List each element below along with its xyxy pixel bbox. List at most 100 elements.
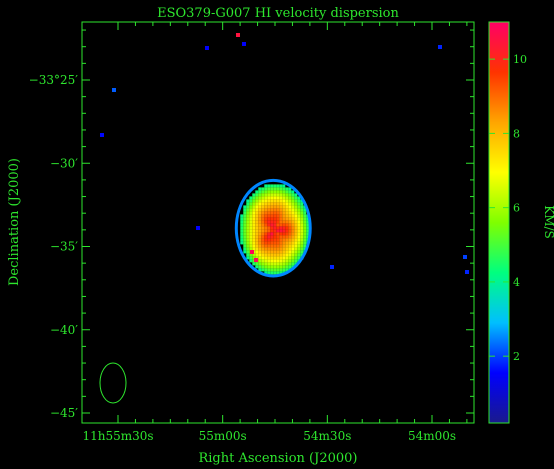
map-pixel — [282, 202, 286, 206]
map-pixel — [291, 262, 295, 266]
map-pixel — [291, 220, 295, 224]
map-pixel — [276, 220, 280, 224]
map-pixel — [294, 259, 298, 263]
map-pixel — [258, 262, 262, 266]
map-pixel — [288, 187, 292, 191]
map-pixel — [258, 214, 262, 218]
map-pixel — [255, 262, 259, 266]
noise-pixel — [112, 88, 116, 92]
map-pixel — [282, 256, 286, 260]
map-pixel — [303, 235, 307, 239]
map-pixel — [276, 250, 280, 254]
map-pixel — [264, 184, 268, 188]
map-pixel — [285, 196, 289, 200]
map-pixel — [255, 241, 259, 245]
colorbar-tick-label: 6 — [513, 202, 520, 215]
map-pixel — [282, 247, 286, 251]
map-pixel — [264, 235, 268, 239]
map-pixel — [294, 217, 298, 221]
map-pixel — [294, 214, 298, 218]
y-axis: −33°25′ −30′ −35′ −40′ −45′ — [29, 29, 474, 420]
map-pixel — [240, 220, 244, 224]
map-pixel — [297, 232, 301, 236]
map-pixel — [255, 211, 259, 215]
map-pixel — [264, 223, 268, 227]
map-pixel — [258, 238, 262, 242]
map-pixel — [282, 259, 286, 263]
map-pixel — [270, 202, 274, 206]
map-pixel — [288, 208, 292, 212]
map-pixel — [303, 226, 307, 230]
map-pixel — [282, 193, 286, 197]
map-pixel — [261, 190, 265, 194]
map-pixel — [261, 226, 265, 230]
map-pixel — [270, 199, 274, 203]
map-pixel — [270, 247, 274, 251]
map-pixel — [282, 223, 286, 227]
map-pixel — [294, 202, 298, 206]
y-tick-label: −35′ — [50, 240, 78, 254]
map-pixel — [276, 259, 280, 263]
map-pixel — [300, 205, 304, 209]
map-pixel — [279, 214, 283, 218]
map-pixel — [255, 220, 259, 224]
map-pixel — [279, 232, 283, 236]
map-pixel — [276, 247, 280, 251]
map-pixel — [267, 232, 271, 236]
map-pixel — [291, 214, 295, 218]
map-pixel — [267, 184, 271, 188]
map-pixel — [270, 265, 274, 269]
map-pixel — [300, 238, 304, 242]
map-pixel — [285, 265, 289, 269]
map-pixel — [273, 214, 277, 218]
map-pixel — [276, 256, 280, 260]
map-pixel — [273, 205, 277, 209]
map-pixel — [249, 259, 253, 263]
map-pixel — [306, 220, 310, 224]
map-pixel — [291, 193, 295, 197]
map-pixel — [267, 271, 271, 275]
map-pixel — [252, 232, 256, 236]
map-pixel — [294, 247, 298, 251]
map-pixel — [258, 193, 262, 197]
map-pixel — [288, 214, 292, 218]
map-pixel — [306, 229, 310, 233]
map-pixel — [246, 205, 250, 209]
map-pixel — [270, 250, 274, 254]
map-pixel — [261, 238, 265, 242]
map-pixel — [282, 241, 286, 245]
map-pixel — [246, 229, 250, 233]
map-pixel — [240, 217, 244, 221]
map-pixel — [279, 229, 283, 233]
y-tick-label: −33°25′ — [29, 73, 79, 87]
map-pixel — [291, 250, 295, 254]
map-pixel — [264, 193, 268, 197]
map-pixel — [252, 223, 256, 227]
map-pixel — [270, 211, 274, 215]
map-pixel — [270, 253, 274, 257]
map-pixel — [243, 244, 247, 248]
colorbar-tick-label: 8 — [513, 127, 520, 140]
map-pixel — [267, 187, 271, 191]
map-pixel — [270, 184, 274, 188]
map-pixel — [300, 202, 304, 206]
beam-ellipse — [99, 362, 127, 404]
map-pixel — [261, 187, 265, 191]
map-pixel — [270, 262, 274, 266]
map-pixel — [282, 262, 286, 266]
map-pixel — [285, 190, 289, 194]
map-pixel — [300, 232, 304, 236]
map-pixel — [249, 229, 253, 233]
map-pixel — [273, 193, 277, 197]
map-pixel — [294, 193, 298, 197]
map-pixel — [273, 238, 277, 242]
map-pixel — [273, 202, 277, 206]
map-pixel — [303, 247, 307, 251]
map-pixel — [288, 241, 292, 245]
map-pixel — [273, 208, 277, 212]
map-pixel — [246, 256, 250, 260]
y-tick-label: −30′ — [50, 156, 78, 170]
map-pixel — [273, 262, 277, 266]
map-pixel — [261, 244, 265, 248]
map-pixel — [258, 196, 262, 200]
